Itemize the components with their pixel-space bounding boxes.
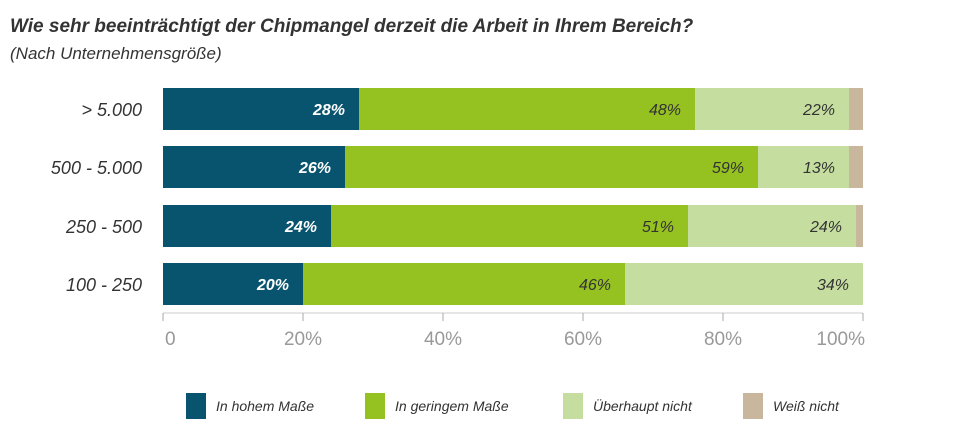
legend-label: Überhaupt nicht xyxy=(593,398,692,414)
bar-segment xyxy=(163,205,331,247)
data-label: 46% xyxy=(579,277,611,294)
bar-segment xyxy=(856,205,863,247)
chart-legend: In hohem Maße In geringem Maße Überhaupt n… xyxy=(0,393,962,423)
bar-segment xyxy=(163,146,345,188)
legend-label: Weiß nicht xyxy=(773,398,839,414)
bar-segment xyxy=(359,88,695,130)
data-label: 24% xyxy=(809,219,842,236)
x-tick-label: 40% xyxy=(424,329,462,350)
data-label: 59% xyxy=(712,160,744,177)
x-tick-label: 100% xyxy=(816,329,865,350)
bar-segment xyxy=(345,146,758,188)
stacked-bar-chart: > 5.000 28% 48% 22% 500 - 5.000 26% 59% 13% 250 … xyxy=(51,88,865,350)
data-label: 48% xyxy=(649,102,681,119)
legend-swatch xyxy=(743,393,763,419)
legend-item: In hohem Maße xyxy=(186,393,314,419)
legend-label: In geringem Maße xyxy=(395,398,509,414)
x-tick-label: 20% xyxy=(284,329,322,350)
legend-label: In hohem Maße xyxy=(216,398,315,414)
data-label: 24% xyxy=(284,219,317,236)
x-tick-label: 60% xyxy=(564,329,602,350)
bar-segment xyxy=(758,146,849,188)
legend-swatch xyxy=(186,393,206,419)
legend-swatch xyxy=(563,393,583,419)
x-tick-label: 80% xyxy=(704,329,742,350)
bar-segment xyxy=(163,263,303,305)
legend-swatch xyxy=(365,393,385,419)
data-label: 51% xyxy=(642,219,674,236)
category-label: 500 - 5.000 xyxy=(51,158,142,178)
bar-segment xyxy=(625,263,863,305)
bar-segment xyxy=(303,263,625,305)
legend-item: Überhaupt nicht xyxy=(563,393,692,419)
category-label: 250 - 500 xyxy=(65,217,142,237)
bar-segment xyxy=(695,88,849,130)
legend-item: In geringem Maße xyxy=(365,393,509,419)
chart-subtitle: (Nach Unternehmensgröße) xyxy=(10,44,222,63)
chart-title: Wie sehr beeinträchtigt der Chipmangel d… xyxy=(10,16,694,37)
category-label: 100 - 250 xyxy=(66,275,142,295)
category-label: > 5.000 xyxy=(81,100,142,120)
data-label: 20% xyxy=(256,277,289,294)
data-label: 22% xyxy=(802,102,835,119)
bar-segment xyxy=(849,146,863,188)
data-label: 28% xyxy=(312,102,345,119)
bar-segment xyxy=(849,88,863,130)
bar-segment xyxy=(688,205,856,247)
legend-item: Weiß nicht xyxy=(743,393,839,419)
data-label: 13% xyxy=(803,160,835,177)
x-tick-label: 0 xyxy=(165,329,176,350)
data-label: 26% xyxy=(298,160,331,177)
bar-segment xyxy=(331,205,688,247)
bar-segment xyxy=(163,88,359,130)
data-label: 34% xyxy=(817,277,849,294)
